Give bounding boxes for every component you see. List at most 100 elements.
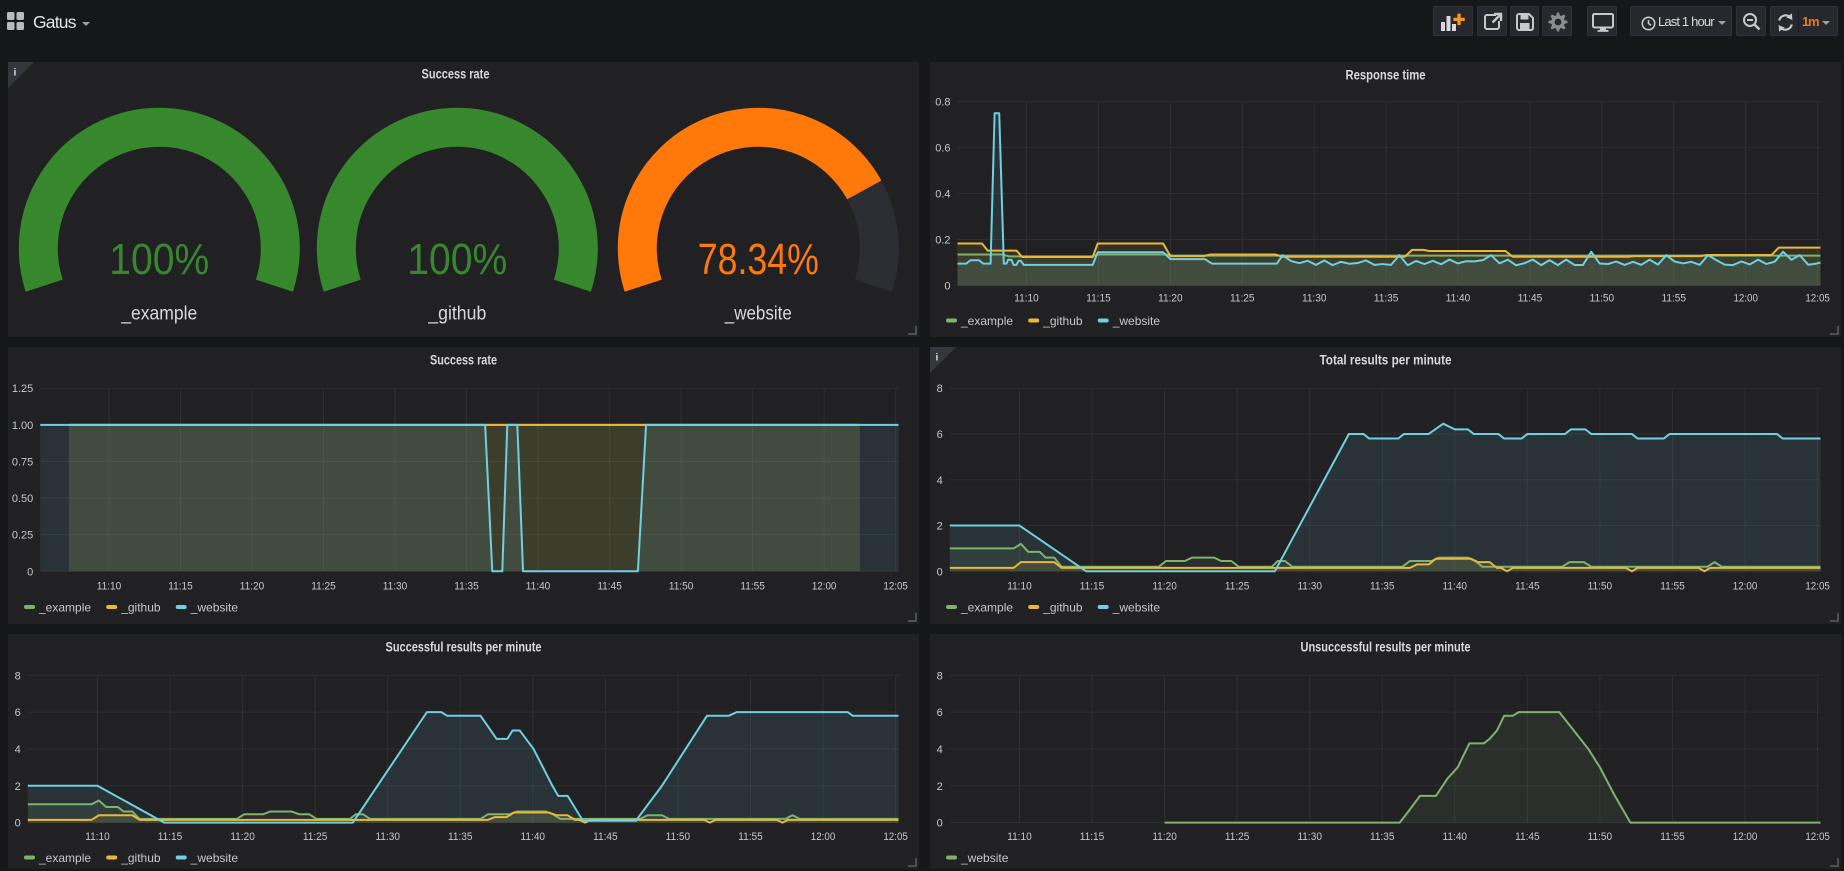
svg-text:2: 2 xyxy=(15,781,21,793)
svg-text:_github: _github xyxy=(427,302,486,324)
svg-text:2: 2 xyxy=(937,521,943,533)
svg-text:11:30: 11:30 xyxy=(1302,293,1327,305)
svg-text:4: 4 xyxy=(937,475,943,487)
svg-text:12:05: 12:05 xyxy=(1805,293,1830,305)
svg-text:6: 6 xyxy=(937,707,943,719)
svg-text:11:20: 11:20 xyxy=(1152,831,1177,843)
svg-text:4: 4 xyxy=(15,744,21,756)
svg-text:11:35: 11:35 xyxy=(1374,293,1399,305)
svg-text:11:10: 11:10 xyxy=(85,831,110,843)
svg-text:0: 0 xyxy=(15,818,21,830)
svg-text:6: 6 xyxy=(15,707,21,719)
svg-text:12:05: 12:05 xyxy=(883,831,908,843)
svg-text:_website: _website xyxy=(190,601,239,615)
svg-text:0.75: 0.75 xyxy=(12,456,33,468)
svg-text:i: i xyxy=(936,352,939,364)
svg-text:12:00: 12:00 xyxy=(812,580,837,592)
svg-text:1.25: 1.25 xyxy=(12,383,33,395)
svg-text:78.34%: 78.34% xyxy=(698,235,819,284)
svg-text:11:30: 11:30 xyxy=(375,831,400,843)
svg-text:11:50: 11:50 xyxy=(1590,293,1615,305)
svg-text:11:35: 11:35 xyxy=(454,580,479,592)
svg-text:11:55: 11:55 xyxy=(1662,293,1687,305)
svg-text:_github: _github xyxy=(1042,314,1083,328)
svg-text:_example: _example xyxy=(960,601,1013,615)
svg-text:11:35: 11:35 xyxy=(1370,831,1395,843)
svg-text:11:45: 11:45 xyxy=(593,831,618,843)
svg-text:0: 0 xyxy=(27,566,33,578)
svg-text:0: 0 xyxy=(944,281,950,293)
svg-text:0.25: 0.25 xyxy=(12,530,33,542)
svg-text:11:25: 11:25 xyxy=(1225,580,1250,592)
svg-text:_website: _website xyxy=(960,851,1009,865)
svg-text:0.6: 0.6 xyxy=(935,143,950,155)
svg-text:100%: 100% xyxy=(407,235,507,284)
svg-text:11:55: 11:55 xyxy=(738,831,763,843)
svg-text:11:45: 11:45 xyxy=(1518,293,1543,305)
svg-text:11:50: 11:50 xyxy=(1588,831,1613,843)
svg-text:11:40: 11:40 xyxy=(1443,580,1468,592)
svg-text:2: 2 xyxy=(937,781,943,793)
svg-text:11:55: 11:55 xyxy=(1660,831,1685,843)
svg-text:11:10: 11:10 xyxy=(1014,293,1039,305)
svg-text:11:20: 11:20 xyxy=(230,831,255,843)
svg-text:i: i xyxy=(14,67,17,79)
svg-text:0.4: 0.4 xyxy=(935,189,950,201)
svg-text:12:00: 12:00 xyxy=(1733,580,1758,592)
svg-text:1.00: 1.00 xyxy=(12,420,33,432)
svg-text:11:40: 11:40 xyxy=(521,831,546,843)
svg-text:11:15: 11:15 xyxy=(1080,580,1105,592)
svg-text:6: 6 xyxy=(937,429,943,441)
svg-text:11:50: 11:50 xyxy=(669,580,694,592)
svg-text:12:00: 12:00 xyxy=(1733,831,1758,843)
svg-text:11:55: 11:55 xyxy=(1660,580,1685,592)
svg-text:Success rate: Success rate xyxy=(430,352,497,367)
svg-text:_example: _example xyxy=(38,851,91,865)
svg-text:11:55: 11:55 xyxy=(740,580,765,592)
svg-text:11:50: 11:50 xyxy=(1588,580,1613,592)
svg-text:12:05: 12:05 xyxy=(1805,831,1830,843)
svg-text:11:45: 11:45 xyxy=(1515,831,1540,843)
svg-text:8: 8 xyxy=(937,383,943,395)
svg-text:11:35: 11:35 xyxy=(448,831,473,843)
svg-text:11:25: 11:25 xyxy=(311,580,336,592)
svg-text:11:15: 11:15 xyxy=(168,580,193,592)
svg-text:_example: _example xyxy=(960,314,1013,328)
svg-text:_github: _github xyxy=(120,601,161,615)
svg-text:Success rate: Success rate xyxy=(422,67,490,82)
svg-text:12:00: 12:00 xyxy=(811,831,836,843)
svg-text:Unsuccessful results per minut: Unsuccessful results per minute xyxy=(1301,639,1471,654)
svg-text:0.8: 0.8 xyxy=(935,97,950,109)
svg-text:100%: 100% xyxy=(109,235,209,284)
svg-text:_website: _website xyxy=(1112,314,1161,328)
svg-text:_github: _github xyxy=(1042,601,1083,615)
svg-text:11:45: 11:45 xyxy=(597,580,622,592)
svg-text:4: 4 xyxy=(937,744,943,756)
svg-text:11:40: 11:40 xyxy=(526,580,551,592)
svg-text:11:40: 11:40 xyxy=(1443,831,1468,843)
svg-text:11:30: 11:30 xyxy=(383,580,408,592)
svg-text:11:15: 11:15 xyxy=(1086,293,1111,305)
svg-text:Response time: Response time xyxy=(1346,67,1426,82)
svg-text:12:00: 12:00 xyxy=(1733,293,1758,305)
svg-text:0: 0 xyxy=(937,818,943,830)
svg-text:8: 8 xyxy=(15,670,21,682)
svg-text:11:15: 11:15 xyxy=(1080,831,1105,843)
svg-text:11:25: 11:25 xyxy=(1230,293,1255,305)
svg-text:11:45: 11:45 xyxy=(1515,580,1540,592)
svg-text:11:20: 11:20 xyxy=(1158,293,1183,305)
svg-text:_website: _website xyxy=(1112,601,1161,615)
svg-text:0.50: 0.50 xyxy=(12,493,33,505)
svg-text:0: 0 xyxy=(937,566,943,578)
svg-text:12:05: 12:05 xyxy=(1805,580,1830,592)
svg-text:11:15: 11:15 xyxy=(158,831,183,843)
svg-text:_example: _example xyxy=(38,601,91,615)
svg-text:11:40: 11:40 xyxy=(1446,293,1471,305)
svg-text:11:30: 11:30 xyxy=(1297,580,1322,592)
svg-text:11:10: 11:10 xyxy=(97,580,122,592)
svg-text:11:50: 11:50 xyxy=(666,831,691,843)
svg-text:11:10: 11:10 xyxy=(1007,580,1031,592)
svg-text:_website: _website xyxy=(724,302,792,324)
svg-text:11:20: 11:20 xyxy=(1152,580,1177,592)
svg-text:11:20: 11:20 xyxy=(240,580,265,592)
